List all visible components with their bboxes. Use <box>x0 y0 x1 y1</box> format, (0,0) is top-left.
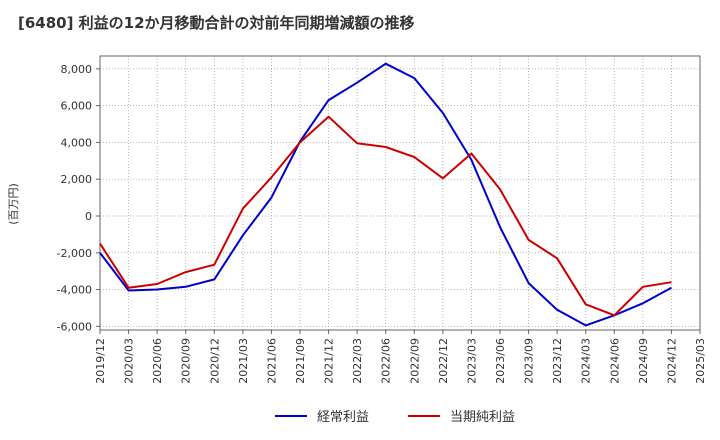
x-tick-labels: 2019/12 2020/03 2020/06 2020/09 2020/12 2021/… <box>94 330 707 384</box>
series-lines <box>99 62 672 327</box>
y-tick-label: 2,000 <box>61 173 93 186</box>
legend-label: 経常利益 <box>317 410 369 425</box>
legend: 経常利益 当期純利益 <box>275 410 515 425</box>
x-tick-label: 2022/06 <box>380 338 393 384</box>
y-tick-label: -2,000 <box>57 247 92 260</box>
y-tick-label: 0 <box>85 210 92 223</box>
x-tick-label: 2024/09 <box>637 338 650 384</box>
plot-frame <box>99 55 701 331</box>
x-tick-label: 2022/03 <box>351 338 364 384</box>
x-tick-label: 2022/09 <box>408 338 421 384</box>
x-tick-label: 2024/12 <box>665 338 678 384</box>
chart-title: [6480] 利益の12か月移動合計の対前年同期増減額の推移 <box>18 14 415 32</box>
y-tick-label: 4,000 <box>61 136 93 149</box>
x-tick-label: 2024/03 <box>580 338 593 384</box>
y-tick-labels: 8,000 6,000 4,000 2,000 0 -2,000 -4,000 -6,000 <box>57 63 100 333</box>
x-tick-label: 2019/12 <box>94 338 107 384</box>
axes <box>99 55 701 331</box>
x-tick-label: 2020/03 <box>123 338 136 384</box>
y-tick-label: -6,000 <box>57 320 92 333</box>
x-tick-label: 2023/03 <box>465 338 478 384</box>
y-axis-label: (百万円) <box>7 183 20 225</box>
series-line-ordinary-profit <box>99 62 672 327</box>
x-tick-label: 2025/03 <box>694 338 707 384</box>
x-tick-label: 2021/06 <box>265 338 278 384</box>
x-tick-label: 2023/12 <box>551 338 564 384</box>
x-tick-label: 2021/09 <box>294 338 307 384</box>
y-tick-label: 6,000 <box>61 100 93 113</box>
x-tick-label: 2023/06 <box>494 338 507 384</box>
y-tick-label: 8,000 <box>61 63 93 76</box>
x-tick-label: 2021/12 <box>323 338 336 384</box>
x-tick-label: 2020/12 <box>208 338 221 384</box>
x-tick-label: 2020/09 <box>180 338 193 384</box>
x-tick-label: 2022/12 <box>437 338 450 384</box>
x-tick-label: 2021/03 <box>237 338 250 384</box>
legend-label: 当期純利益 <box>450 410 515 425</box>
grid-lines <box>100 56 700 330</box>
x-tick-label: 2023/09 <box>523 338 536 384</box>
x-tick-label: 2024/06 <box>608 338 621 384</box>
x-tick-label: 2020/06 <box>151 338 164 384</box>
series-line-net-income <box>99 115 672 317</box>
y-tick-label: -4,000 <box>57 284 92 297</box>
